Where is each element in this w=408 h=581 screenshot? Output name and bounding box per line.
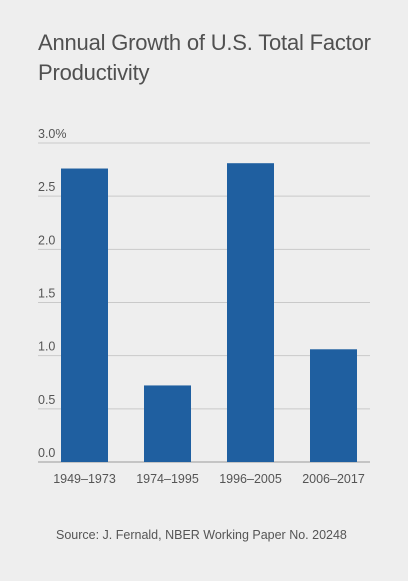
source-note: Source: J. Fernald, NBER Working Paper N… [56,528,347,542]
bar-2 [144,385,191,462]
bars [61,163,357,462]
x-tick-label: 1949–1973 [53,472,116,486]
y-tick-label: 2.5 [38,180,55,194]
y-tick-label: 0.5 [38,393,55,407]
x-tick-labels: 1949–1973 1974–1995 1996–2005 2006–2017 [53,472,365,486]
bar-1 [61,168,108,462]
x-tick-label: 1974–1995 [136,472,199,486]
bar-3 [227,163,274,462]
y-tick-label: 1.5 [38,287,55,301]
x-tick-label: 1996–2005 [219,472,282,486]
y-tick-label: 0.0 [38,446,55,460]
chart-title: Annual Growth of U.S. Total Factor Produ… [38,30,371,85]
bar-4 [310,349,357,462]
y-tick-label: 3.0% [38,127,67,141]
y-tick-label: 1.0 [38,340,55,354]
y-tick-label: 2.0 [38,233,55,247]
y-tick-labels: 0.0 0.5 1.0 1.5 2.0 2.5 3.0% [38,127,67,460]
x-tick-label: 2006–2017 [302,472,365,486]
